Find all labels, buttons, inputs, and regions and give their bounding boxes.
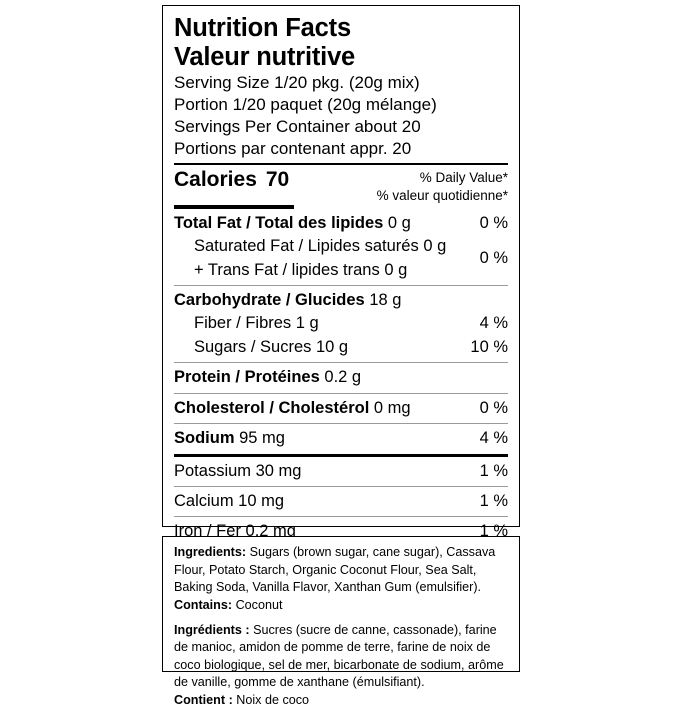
- sodium-label: Sodium 95 mg: [174, 429, 285, 448]
- iron-label: Iron / Fer 0.2 mg: [174, 522, 296, 541]
- daily-value-header-french: % valeur quotidienne*: [376, 187, 508, 203]
- fiber-label: Fiber / Fibres 1 g: [194, 314, 319, 333]
- sugars-label: Sugars / Sucres 10 g: [194, 337, 349, 356]
- total-fat-label: Total Fat / Total des lipides 0 g: [174, 213, 411, 232]
- row-calcium: Calcium 10 mg 1 %: [174, 490, 508, 513]
- serving-size-english: Serving Size 1/20 pkg. (20g mix): [174, 73, 420, 93]
- sugars-amount: 10 g: [315, 337, 349, 356]
- calories-group: Calories 70: [174, 167, 289, 192]
- divider-above-calcium: [174, 485, 508, 487]
- potassium-pct: 1 %: [479, 461, 508, 480]
- row-carbohydrate: Carbohydrate / Glucides 18 g: [174, 289, 508, 312]
- row-iron: Iron / Fer 0.2 mg 1 %: [174, 520, 508, 543]
- ingredients-french: Ingrédients : Sucres (sucre de canne, ca…: [174, 622, 509, 693]
- ingredients-english: Ingredients: Sugars (brown sugar, cane s…: [174, 544, 509, 597]
- daily-value-header: % Daily Value* % valeur quotidienne*: [377, 167, 508, 205]
- divider-above-calories: [174, 162, 508, 165]
- calories-value: 70: [265, 167, 290, 191]
- saturated-fat-label: Saturated Fat / Lipides saturés: [194, 237, 419, 256]
- cholesterol-pct: 0 %: [479, 398, 508, 417]
- saturated-fat-line: Saturated Fat / Lipides saturés 0 g: [174, 235, 470, 258]
- contains-english-text: Coconut: [232, 597, 283, 612]
- row-potassium: Potassium 30 mg 1 %: [174, 460, 508, 483]
- trans-fat-amount: 0 g: [384, 260, 408, 279]
- sugars-pct: 10 %: [470, 337, 508, 356]
- divider-above-carbohydrate: [174, 284, 508, 286]
- cholesterol-label: Cholesterol / Cholestérol 0 mg: [174, 398, 411, 417]
- calories-block: Calories 70 % Daily Value* % valeur quoti…: [174, 167, 508, 205]
- serving-size-french: Portion 1/20 paquet (20g mélange): [174, 95, 437, 115]
- row-total-fat: Total Fat / Total des lipides 0 g 0 %: [174, 212, 508, 235]
- nutrition-title-english: Nutrition Facts: [174, 14, 351, 42]
- divider-below-sodium: [174, 453, 508, 457]
- fiber-pct: 4 %: [479, 314, 508, 333]
- fat-subgroup-lines: Saturated Fat / Lipides saturés 0 g + Tr…: [174, 235, 470, 282]
- ingredients-french-label: Ingrédients :: [174, 622, 250, 637]
- servings-per-container-french: Portions par contenant appr. 20: [174, 138, 412, 158]
- trans-fat-line: + Trans Fat / lipides trans 0 g: [174, 259, 470, 282]
- contains-french-label: Contient :: [174, 693, 233, 707]
- contains-french-text: Noix de coco: [232, 693, 310, 707]
- nutrition-facts-panel: Nutrition Facts Valeur nutritive Serving…: [162, 5, 520, 618]
- row-cholesterol: Cholesterol / Cholestérol 0 mg 0 %: [174, 397, 508, 420]
- divider-above-sodium: [174, 423, 508, 425]
- contains-english-label: Contains:: [174, 597, 233, 612]
- trans-fat-label: + Trans Fat / lipides trans: [194, 260, 380, 279]
- row-sodium: Sodium 95 mg 4 %: [174, 427, 508, 450]
- total-fat-pct: 0 %: [479, 213, 508, 232]
- ingredients-english-label: Ingredients:: [174, 545, 247, 559]
- row-fiber: Fiber / Fibres 1 g 4 %: [174, 312, 508, 335]
- carbohydrate-amount: 18 g: [369, 290, 402, 309]
- protein-label: Protein / Protéines 0.2 g: [174, 368, 362, 387]
- saturated-fat-amount: 0 g: [423, 237, 447, 256]
- row-sugars: Sugars / Sucres 10 g 10 %: [174, 336, 508, 359]
- contains-english: Contains: Coconut: [174, 597, 509, 615]
- ingredients-english-text: Sugars (brown sugar, cane sugar), Cassav…: [174, 545, 496, 595]
- divider-above-cholesterol: [174, 392, 508, 394]
- nutrition-title-french: Valeur nutritive: [174, 43, 356, 72]
- calcium-pct: 1 %: [479, 491, 508, 510]
- sodium-pct: 4 %: [479, 429, 508, 448]
- calories-underline: [174, 204, 294, 209]
- carbohydrate-label: Carbohydrate / Glucides 18 g: [174, 290, 402, 309]
- total-fat-amount: 0 g: [387, 213, 411, 232]
- protein-amount: 0.2 g: [324, 368, 362, 387]
- row-fat-subgroup: Saturated Fat / Lipides saturés 0 g + Tr…: [174, 235, 508, 282]
- ingredients-panel: Ingredients: Sugars (brown sugar, cane s…: [162, 536, 520, 707]
- contains-french: Contient : Noix de coco: [174, 692, 509, 710]
- row-protein: Protein / Protéines 0.2 g: [174, 366, 508, 389]
- calcium-label: Calcium 10 mg: [174, 491, 285, 510]
- servings-per-container-english: Servings Per Container about 20: [174, 116, 421, 136]
- daily-value-header-english: % Daily Value*: [419, 169, 508, 185]
- divider-above-protein: [174, 362, 508, 364]
- fat-subgroup-pct: 0 %: [479, 249, 508, 268]
- calories-label: Calories: [174, 167, 257, 191]
- fiber-amount: 1 g: [295, 314, 319, 333]
- sodium-amount: 95 mg: [239, 429, 285, 448]
- iron-pct: 1 %: [479, 522, 508, 541]
- cholesterol-amount: 0 mg: [373, 398, 411, 417]
- divider-above-iron: [174, 516, 508, 518]
- potassium-label: Potassium 30 mg: [174, 461, 302, 480]
